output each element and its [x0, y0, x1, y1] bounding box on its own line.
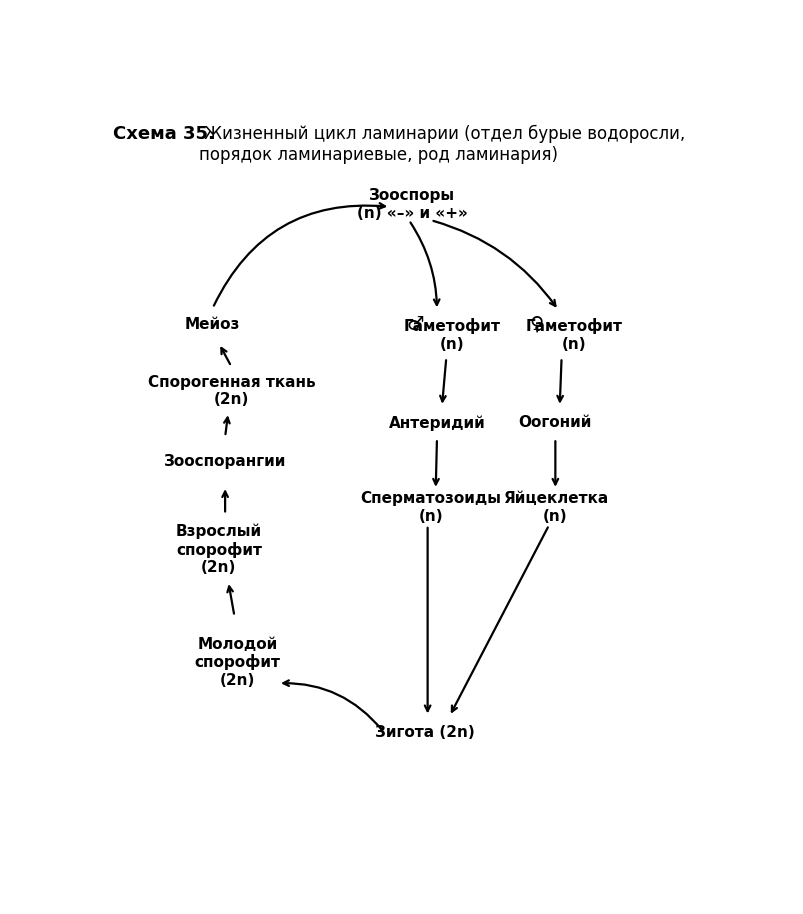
Text: Взрослый
спорофит
(2n): Взрослый спорофит (2n) [176, 524, 262, 575]
Text: Зооспоры
(n) «–» и «+»: Зооспоры (n) «–» и «+» [357, 188, 467, 221]
Text: Мейоз: Мейоз [185, 317, 240, 332]
Text: Гаметофит
(n): Гаметофит (n) [525, 318, 622, 352]
Text: Яйцеклетка
(n): Яйцеклетка (n) [502, 491, 607, 524]
Text: Жизненный цикл ламинарии (отдел бурые водоросли,
порядок ламинариевые, род ламин: Жизненный цикл ламинарии (отдел бурые во… [198, 125, 684, 165]
Text: Оогоний: Оогоний [518, 415, 591, 430]
Text: ♀: ♀ [529, 314, 543, 334]
Text: Антеридий: Антеридий [388, 415, 485, 430]
Text: Молодой
спорофит
(2n): Молодой спорофит (2n) [194, 637, 280, 687]
Text: Зигота (2n): Зигота (2n) [374, 725, 474, 740]
Text: Зооспорангии: Зооспорангии [164, 454, 286, 469]
Text: Сперматозоиды
(n): Сперматозоиды (n) [360, 491, 500, 524]
Text: Спорогенная ткань
(2n): Спорогенная ткань (2n) [148, 375, 315, 408]
Text: ♂: ♂ [406, 314, 423, 334]
Text: Гаметофит
(n): Гаметофит (n) [404, 318, 500, 352]
Text: Схема 35.: Схема 35. [112, 125, 214, 143]
